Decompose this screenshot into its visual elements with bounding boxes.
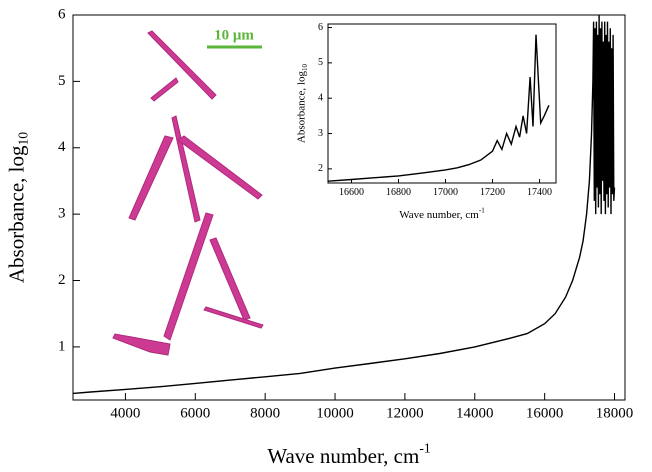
x-axis-label: Wave number, cm-1 bbox=[399, 206, 485, 220]
x-tick-label: 18000 bbox=[596, 406, 634, 422]
x-tick-label: 6000 bbox=[180, 406, 210, 422]
x-axis-label: Wave number, cm-1 bbox=[267, 441, 430, 468]
y-axis-label-text: Absorbance, log bbox=[4, 145, 28, 283]
x-tick-label: 10000 bbox=[316, 406, 354, 422]
x-axis-label-text: Wave number, cm bbox=[267, 444, 419, 468]
y-tick-label: 5 bbox=[318, 57, 323, 68]
x-tick-label: 14000 bbox=[456, 406, 494, 422]
x-axis-label-text: Wave number, cm bbox=[399, 208, 479, 220]
y-tick-label: 4 bbox=[318, 92, 323, 103]
x-tick-label: 17400 bbox=[527, 187, 552, 198]
scale-label: 10 μm bbox=[214, 27, 254, 43]
y-tick-label: 6 bbox=[318, 22, 323, 33]
y-tick-label: 4 bbox=[58, 139, 66, 155]
y-tick-label: 1 bbox=[58, 338, 66, 354]
x-tick-label: 12000 bbox=[386, 406, 424, 422]
x-axis-label-sup: -1 bbox=[419, 441, 430, 456]
y-tick-label: 3 bbox=[58, 206, 66, 222]
y-axis-label-sub: 10 bbox=[301, 63, 309, 71]
y-tick-label: 6 bbox=[58, 6, 66, 22]
plot-frame bbox=[72, 14, 626, 401]
x-tick-label: 8000 bbox=[250, 406, 280, 422]
y-tick-label: 2 bbox=[58, 272, 66, 288]
y-axis-label-sub: 10 bbox=[16, 132, 31, 146]
x-tick-label: 17000 bbox=[433, 187, 458, 198]
y-axis-label: Absorbance, log10 bbox=[295, 63, 308, 143]
plot-frame bbox=[327, 23, 557, 184]
x-tick-label: 17200 bbox=[480, 187, 505, 198]
x-tick-label: 4000 bbox=[110, 406, 140, 422]
inset-background bbox=[298, 16, 558, 225]
y-tick-label: 3 bbox=[318, 128, 323, 139]
y-tick-label: 5 bbox=[58, 73, 66, 89]
main-chart: 4000 6000 8000 10000 12000 14000 16000 18000 1 2 3… bbox=[4, 6, 633, 467]
y-tick-label: 2 bbox=[318, 163, 323, 174]
y-axis-label-text: Absorbance, log bbox=[295, 71, 307, 144]
data-line bbox=[327, 34, 550, 182]
x-tick-label: 16800 bbox=[386, 187, 411, 198]
crystal-image bbox=[112, 30, 264, 356]
data-line bbox=[72, 14, 616, 395]
x-axis-label-sup: -1 bbox=[479, 206, 485, 214]
inset-chart: 16600 16800 17000 17200 17400 2 3 4 5 6 Wave numbe… bbox=[295, 16, 558, 225]
x-tick-label: 16600 bbox=[339, 187, 364, 198]
y-axis-label: Absorbance, log10 bbox=[4, 132, 31, 283]
x-tick-label: 16000 bbox=[526, 406, 564, 422]
